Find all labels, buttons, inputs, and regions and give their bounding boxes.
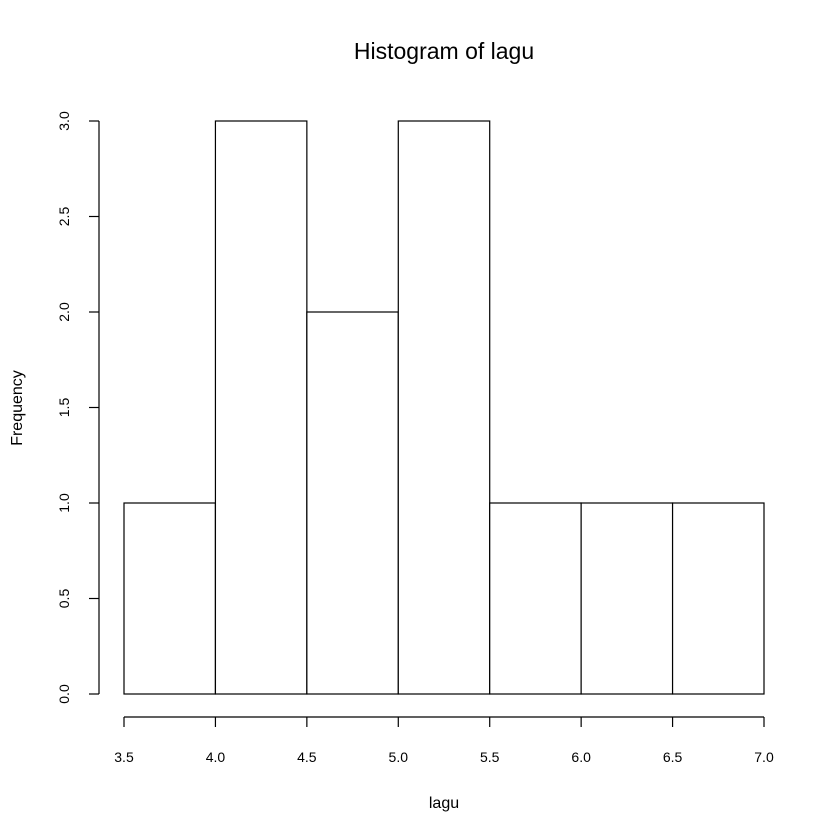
histogram-bar-4: [397, 120, 491, 695]
histogram-bar-3: [306, 311, 399, 695]
x-tick-label-5: 5.5: [480, 749, 500, 765]
x-tick-label-4: 5.0: [389, 749, 409, 765]
y-tick-label-7: 3.0: [56, 111, 72, 131]
y-tick-label-4: 1.5: [56, 398, 72, 418]
x-tick-label-2: 4.0: [206, 749, 226, 765]
histogram-bar-2: [214, 120, 308, 695]
y-axis: 0.0 0.5 1.0 1.5 2.0 2.5 3.0: [56, 111, 100, 704]
histogram-bar-5: [489, 502, 582, 695]
x-tick-label-1: 3.5: [114, 749, 134, 765]
y-tick-label-1: 0.0: [56, 684, 72, 704]
y-tick-label-3: 1.0: [56, 493, 72, 513]
chart-title: Histogram of lagu: [354, 38, 534, 64]
x-tick-label-8: 7.0: [754, 749, 774, 765]
y-axis-label: Frequency: [9, 370, 26, 446]
histogram-bar-6: [580, 502, 674, 695]
x-axis: 3.5 4.0 4.5 5.0 5.5 6.0 6.5 7.0: [114, 716, 774, 765]
x-tick-label-6: 6.0: [571, 749, 591, 765]
y-tick-label-6: 2.5: [56, 207, 72, 227]
y-tick-label-2: 0.5: [56, 589, 72, 609]
x-axis-label: lagu: [429, 795, 459, 812]
histogram-bar-1: [123, 502, 217, 695]
histogram-bar-7: [671, 502, 765, 695]
y-tick-label-5: 2.0: [56, 302, 72, 322]
x-tick-label-7: 6.5: [663, 749, 683, 765]
x-tick-label-3: 4.5: [297, 749, 317, 765]
bars-group: [123, 120, 765, 695]
